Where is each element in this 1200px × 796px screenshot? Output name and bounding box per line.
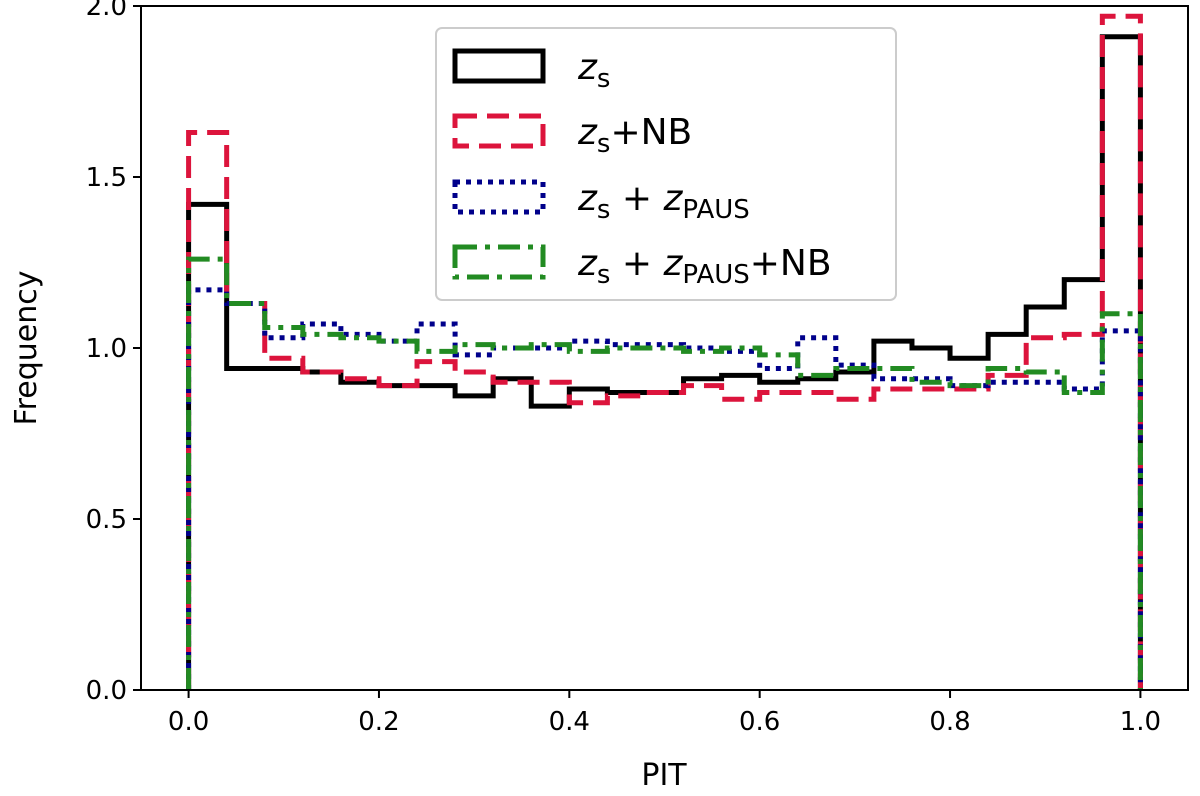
x-tick-label: 0.6	[739, 707, 780, 737]
x-axis-label: PIT	[641, 758, 687, 793]
legend-box	[435, 27, 897, 301]
legend: zs​ zs​+NB zs​ + zPAUS​ zs​ + zPAUS​+NB	[435, 27, 897, 301]
legend-label-part: s	[597, 129, 611, 159]
x-tick-label: 1.0	[1120, 707, 1161, 737]
y-tick-label: 2.0	[86, 0, 127, 22]
legend-label-part: z	[663, 178, 684, 219]
legend-label-part: z	[577, 112, 598, 153]
series-line-0	[186, 34, 1143, 690]
series-line-2	[186, 287, 1143, 690]
legend-items: zs​ zs​+NB zs​ + zPAUS​ zs​ + zPAUS​+NB	[452, 47, 832, 290]
x-tick-label: 0.4	[549, 707, 590, 737]
series-line-1	[186, 13, 1143, 690]
legend-label-part: PAUS	[682, 260, 749, 290]
legend-label-part: +	[610, 243, 663, 284]
legend-handle-2	[452, 179, 546, 215]
ticks-layer: 0.0 0.2 0.4 0.6 0.8 1.0 0.0 0.5 1.0 1.5 2.0	[86, 0, 1161, 737]
legend-label-part: z	[577, 178, 598, 219]
legend-label-part: s	[597, 260, 611, 290]
legend-label-0: zs​	[577, 47, 610, 94]
x-tick-label: 0.8	[929, 707, 970, 737]
legend-label-part: z	[577, 47, 598, 88]
series-layer	[186, 13, 1143, 690]
y-tick-label: 1.0	[86, 334, 127, 364]
legend-handle-3	[452, 244, 546, 280]
legend-handle-0	[452, 48, 546, 84]
series-line-3	[186, 256, 1143, 690]
x-tick-label: 0.2	[358, 707, 399, 737]
legend-label-3: zs​ + zPAUS​+NB	[577, 243, 832, 290]
legend-label-part: z	[663, 243, 684, 284]
legend-label-part: PAUS	[682, 195, 749, 225]
legend-label-part: +	[610, 178, 663, 219]
legend-label-part: s	[597, 64, 611, 94]
y-tick-label: 1.5	[86, 163, 127, 193]
legend-label-part: z	[577, 243, 598, 284]
y-tick-label: 0.5	[86, 505, 127, 535]
y-axis-label: Frequency	[9, 271, 44, 426]
legend-label-part: +NB	[750, 243, 832, 284]
legend-label-part: +NB	[610, 112, 692, 153]
x-tick-label: 0.0	[168, 707, 209, 737]
legend-label-part: s	[597, 195, 611, 225]
legend-handle-1	[452, 113, 546, 149]
y-tick-label: 0.0	[86, 676, 127, 706]
legend-label-1: zs​+NB	[577, 112, 692, 159]
legend-label-2: zs​ + zPAUS​	[577, 178, 750, 225]
